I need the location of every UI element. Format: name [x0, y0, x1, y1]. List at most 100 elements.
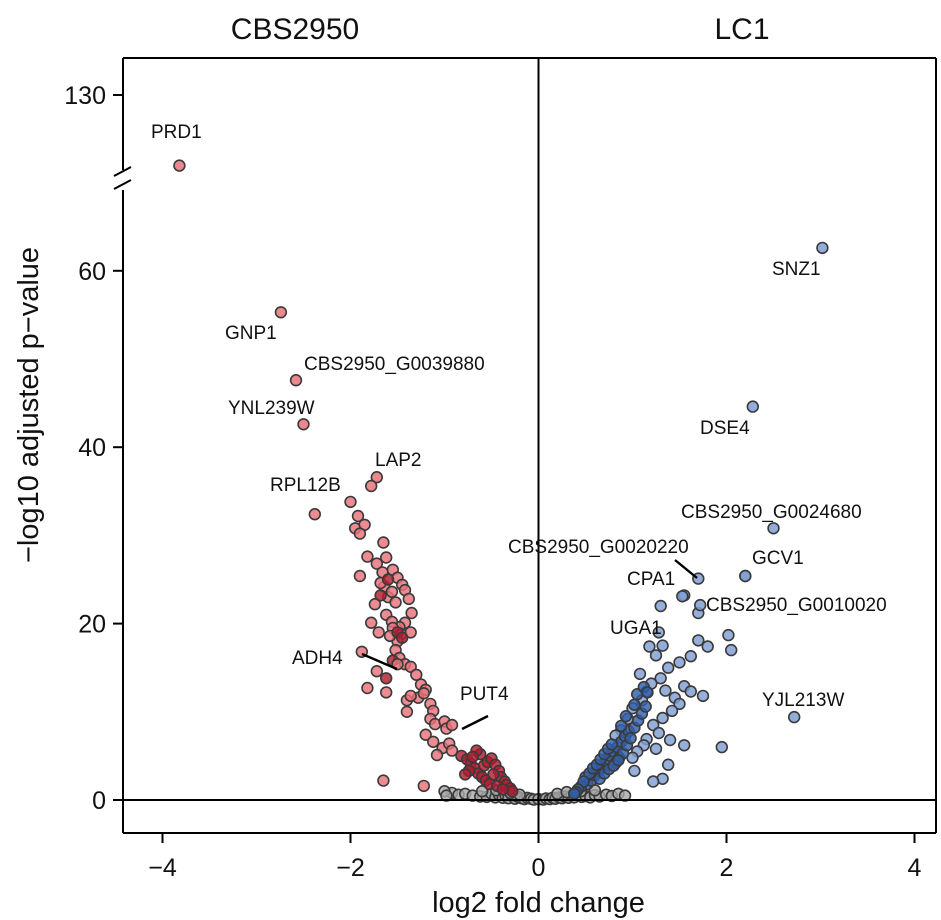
gene-label-uga1: UGA1: [610, 618, 662, 639]
gene-label-cbs2950-g0024680: CBS2950_G0024680: [681, 502, 862, 523]
gene-label-gcv1: GCV1: [752, 548, 804, 569]
y-axis-label: −log10 adjusted p−value: [13, 247, 45, 563]
point-up_lc1-11: [684, 685, 697, 698]
gene-label-cbs2950-g0039880: CBS2950_G0039880: [304, 354, 485, 375]
point-up_cbs2950-37: [410, 668, 423, 681]
point-up_lc1_dense-36: [612, 754, 625, 767]
leader-line-put4: [461, 714, 489, 731]
point-cbs2950-g0024680: [767, 522, 780, 535]
point-up_lc1-20: [649, 742, 663, 755]
point-up_lc1-1: [722, 628, 735, 642]
point-up_cbs2950-48: [419, 728, 432, 741]
point-up_cbs2950-57: [377, 774, 390, 787]
point-up_lc1-3: [701, 640, 714, 653]
point-up_cbs2950-0: [351, 509, 365, 523]
point-up_cbs2950-3: [308, 508, 321, 521]
group-label-0: CBS2950: [231, 13, 359, 46]
y-tick-label: 0: [92, 787, 106, 815]
point-up_cbs2950-6: [377, 536, 390, 549]
point-up_cbs2950-49: [427, 735, 440, 748]
axis-break-mark-2: [113, 179, 132, 190]
gene-label-gnp1: GNP1: [225, 323, 277, 344]
point-up_lc1-24: [663, 733, 677, 747]
point-up_cbs2950-20: [361, 550, 374, 563]
x-tick-label: 0: [532, 854, 546, 882]
point-gcv1: [739, 569, 752, 583]
point-ynl239w: [297, 418, 310, 431]
leader-line-cbs2950-g0020220: [674, 559, 698, 579]
point-up_cbs2950_dense-18: [466, 750, 479, 763]
point-up_lc1-14: [665, 704, 679, 718]
point-cbs2950-g0010020: [693, 598, 707, 612]
point-up_lc1-29: [646, 775, 660, 788]
x-tick-label: −4: [148, 854, 177, 882]
point-up_lc1-32: [649, 649, 663, 662]
point-up_cbs2950_dense-29: [380, 672, 393, 685]
point-gnp1: [274, 306, 288, 319]
point-cpa1: [676, 590, 689, 603]
point-prd1: [173, 159, 186, 172]
point-up_cbs2950-62: [365, 616, 378, 629]
point-up_lc1-26: [677, 739, 691, 752]
point-up_lc1_dense-24: [624, 732, 637, 745]
point-up_cbs2950-21: [370, 557, 383, 570]
point-up_lc1-33: [633, 667, 647, 681]
y-tick-label: 40: [78, 434, 106, 462]
gene-label-adh4: ADH4: [292, 648, 343, 669]
gene-label-prd1: PRD1: [151, 122, 202, 143]
point-up_lc1-27: [628, 764, 641, 778]
point-up_cbs2950-55: [404, 689, 417, 703]
point-rpl12b: [365, 479, 378, 493]
point-up_lc1-42: [654, 599, 667, 613]
point-up_lc1-17: [652, 726, 665, 740]
point-up_lc1-15: [656, 711, 669, 725]
y-tick-label: 20: [78, 611, 106, 639]
point-up_cbs2950-43: [400, 705, 414, 718]
point-up_cbs2950-19: [353, 569, 367, 583]
point-up_cbs2950-53: [445, 744, 459, 757]
point-up_lc1_dense-42: [614, 719, 628, 733]
point-dse4: [746, 400, 759, 413]
x-tick-label: −2: [336, 854, 365, 882]
point-up_lc1-2: [724, 643, 738, 657]
point-up_cbs2950-51: [430, 748, 444, 762]
point-up_cbs2950_dense-30: [381, 573, 395, 586]
point-yjl213w: [787, 710, 801, 724]
point-up_lc1_dense-28: [639, 700, 652, 713]
point-up_lc1-6: [661, 661, 675, 674]
gene-label-ynl239w: YNL239W: [228, 398, 315, 419]
point-up_cbs2950_dense-25: [496, 783, 509, 796]
point-up_lc1_dense-19: [605, 738, 618, 751]
x-axis-label: log2 fold change: [432, 887, 645, 919]
point-put4: [445, 718, 459, 732]
point-uga1: [656, 639, 669, 652]
gene-label-dse4: DSE4: [700, 418, 750, 439]
point-cbs2950-g0039880: [289, 374, 303, 387]
gene-label-yjl213w: YJL213W: [762, 690, 844, 711]
gene-label-rpl12b: RPL12B: [270, 475, 341, 496]
point-lap2: [370, 471, 383, 484]
point-up_lc1-13: [673, 697, 686, 711]
point-snz1: [816, 241, 829, 255]
y-tick-label: 60: [78, 258, 106, 286]
gene-label-cpa1: CPA1: [627, 569, 675, 590]
gene-label-snz1: SNZ1: [772, 259, 821, 280]
point-up_lc1_dense-41: [567, 787, 581, 800]
x-tick-label: 2: [720, 854, 734, 882]
point-up_cbs2950-2: [344, 495, 357, 509]
point-up_lc1-5: [673, 656, 686, 669]
point-up_lc1_dense-44: [628, 698, 641, 711]
point-up_cbs2950-56: [417, 687, 430, 700]
gene-label-put4: PUT4: [460, 684, 509, 705]
axis-break-mark-1: [113, 166, 132, 177]
point-not_significant-42: [475, 784, 489, 798]
point-up_lc1-7: [654, 672, 667, 685]
point-up_cbs2950-14: [405, 606, 418, 620]
point-up_lc1-12: [696, 689, 710, 703]
point-up_cbs2950-28: [372, 626, 385, 639]
point-up_lc1-30: [643, 640, 656, 653]
y-tick-label: 130: [64, 82, 106, 110]
gene-label-lap2: LAP2: [375, 450, 421, 471]
